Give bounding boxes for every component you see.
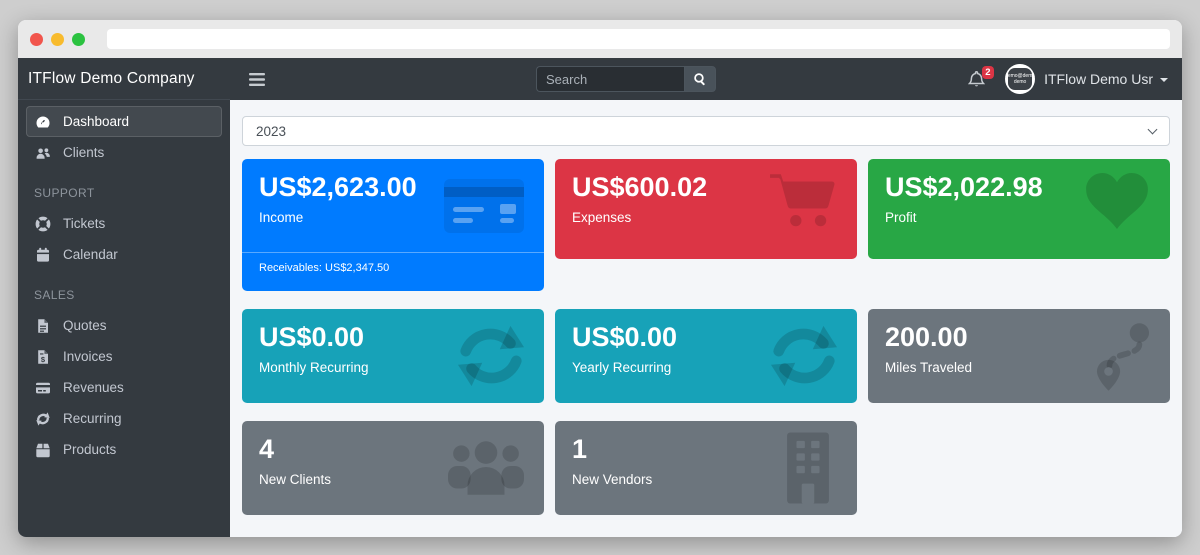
card-label: Yearly Recurring xyxy=(572,360,672,376)
sidebar-item-label: Clients xyxy=(63,145,105,160)
maximize-button[interactable] xyxy=(72,32,85,46)
url-bar[interactable] xyxy=(107,29,1170,49)
minimize-button[interactable] xyxy=(51,32,64,46)
sidebar-item-label: Tickets xyxy=(63,216,106,231)
card-value: 200.00 xyxy=(885,322,968,352)
sidebar-item-label: Recurring xyxy=(63,411,122,426)
yearly-recurring-card: US$0.00 Yearly Recurring xyxy=(555,309,857,403)
stats-grid: US$2,623.00 Income Receivables: US$2,347… xyxy=(242,159,1170,515)
tachometer-icon xyxy=(36,116,50,127)
file-invoice-dollar-icon: $ xyxy=(38,349,48,364)
sidebar-section-sales: SALES xyxy=(34,288,75,302)
expenses-card: US$600.02 Expenses xyxy=(555,159,857,259)
search-group xyxy=(536,66,716,92)
sidebar-item-label: Products xyxy=(63,442,117,457)
top-navbar: 2 demo@demo demo ITFlow Demo Usr xyxy=(230,58,1182,100)
sidebar-toggle-icon[interactable] xyxy=(248,72,266,87)
svg-text:$: $ xyxy=(41,355,46,364)
users-icon xyxy=(36,147,50,159)
select-chevron-icon xyxy=(1147,124,1158,134)
sidebar-item-dashboard[interactable]: Dashboard xyxy=(26,106,222,137)
life-ring-icon xyxy=(35,216,51,231)
card-value: US$0.00 xyxy=(259,322,365,352)
file-lines-icon xyxy=(38,318,48,333)
card-label: New Vendors xyxy=(572,472,653,488)
building-icon xyxy=(787,432,829,504)
monthly-recurring-card: US$0.00 Monthly Recurring xyxy=(242,309,544,403)
bell-icon xyxy=(968,71,986,87)
sidebar-item-label: Quotes xyxy=(63,318,107,333)
sidebar-item-invoices[interactable]: $ Invoices xyxy=(26,341,222,372)
card-label: Miles Traveled xyxy=(885,360,973,376)
sidebar-item-label: Invoices xyxy=(63,349,113,364)
shopping-cart-icon xyxy=(770,174,835,227)
dashboard-content: 2023 US$2,623.00 Income Receivables: US$… xyxy=(230,100,1182,515)
card-value: US$2,022.98 xyxy=(885,172,1043,202)
chevron-down-icon xyxy=(1160,78,1168,82)
card-label: Monthly Recurring xyxy=(259,360,369,376)
card-value: US$2,623.00 xyxy=(259,172,417,202)
notifications-button[interactable]: 2 xyxy=(968,66,995,88)
search-input[interactable] xyxy=(536,66,684,92)
sidebar-item-tickets[interactable]: Tickets xyxy=(26,208,222,239)
card-value: 1 xyxy=(572,434,588,464)
card-footer: Receivables: US$2,347.50 xyxy=(242,252,544,291)
user-name: ITFlow Demo Usr xyxy=(1044,71,1153,87)
sidebar-item-clients[interactable]: Clients xyxy=(26,137,222,168)
browser-window: ITFlow Demo Company Dashboard Clients SU… xyxy=(18,20,1182,537)
card-value: US$0.00 xyxy=(572,322,678,352)
new-clients-card: 4 New Clients xyxy=(242,421,544,515)
card-value: 4 xyxy=(259,434,275,464)
sidebar-item-label: Dashboard xyxy=(63,114,130,129)
sidebar-section-support: SUPPORT xyxy=(34,186,95,200)
calendar-icon xyxy=(37,247,49,262)
heart-icon xyxy=(1086,173,1148,229)
users-icon xyxy=(448,441,524,495)
sidebar-item-products[interactable]: Products xyxy=(26,434,222,465)
sidebar: ITFlow Demo Company Dashboard Clients SU… xyxy=(18,58,230,537)
route-icon xyxy=(1096,323,1150,391)
sidebar-item-label: Revenues xyxy=(63,380,124,395)
company-brand[interactable]: ITFlow Demo Company xyxy=(18,58,230,100)
window-controls xyxy=(30,32,85,46)
box-icon xyxy=(36,443,50,457)
sidebar-item-revenues[interactable]: Revenues xyxy=(26,372,222,403)
grid-empty-cell xyxy=(868,421,1170,515)
profit-card: US$2,022.98 Profit xyxy=(868,159,1170,259)
sidebar-item-quotes[interactable]: Quotes xyxy=(26,310,222,341)
income-card: US$2,623.00 Income Receivables: US$2,347… xyxy=(242,159,544,291)
credit-card-icon xyxy=(36,382,50,393)
sidebar-nav: Dashboard Clients SUPPORT Tickets Calend… xyxy=(18,100,230,471)
sidebar-item-calendar[interactable]: Calendar xyxy=(26,239,222,270)
search-button[interactable] xyxy=(684,66,716,92)
sync-icon xyxy=(457,325,525,387)
year-select[interactable]: 2023 xyxy=(242,116,1170,146)
credit-card-icon xyxy=(444,179,524,233)
search-icon xyxy=(694,73,705,86)
avatar[interactable]: demo@demo demo xyxy=(1005,64,1036,94)
sync-icon xyxy=(770,325,838,387)
card-label: Income xyxy=(259,210,304,226)
card-label: New Clients xyxy=(259,472,332,488)
miles-traveled-card: 200.00 Miles Traveled xyxy=(868,309,1170,403)
new-vendors-card: 1 New Vendors xyxy=(555,421,857,515)
sidebar-item-label: Calendar xyxy=(63,247,118,262)
card-label: Profit xyxy=(885,210,917,226)
year-select-value: 2023 xyxy=(256,123,287,139)
avatar-text: demo@demo demo xyxy=(1005,68,1035,90)
user-dropdown[interactable]: ITFlow Demo Usr xyxy=(1044,71,1168,87)
sidebar-item-recurring[interactable]: Recurring xyxy=(26,403,222,434)
close-button[interactable] xyxy=(30,32,43,46)
card-label: Expenses xyxy=(572,210,632,226)
notification-badge: 2 xyxy=(981,66,995,79)
card-value: US$600.02 xyxy=(572,172,708,202)
browser-chrome xyxy=(18,20,1182,58)
sync-icon xyxy=(36,411,50,426)
